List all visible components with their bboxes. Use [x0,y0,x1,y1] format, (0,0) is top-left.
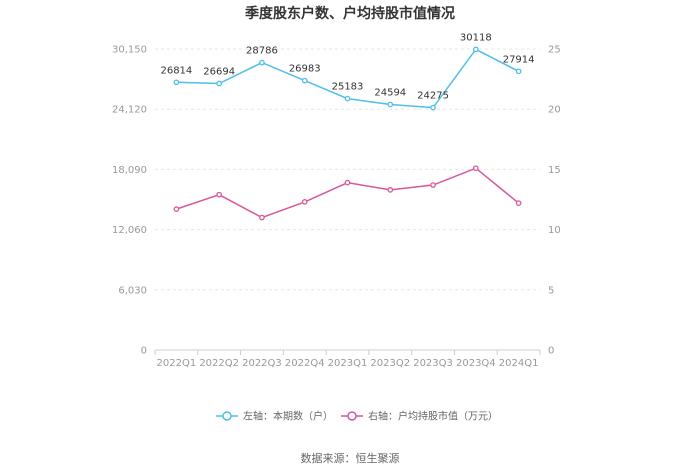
x-tick-label: 2022Q1 [157,358,197,369]
data-point [515,200,522,206]
data-point [344,179,351,186]
grid-layer [155,48,540,351]
left-tick-label: 18,090 [112,165,147,176]
data-label: 25183 [332,82,364,93]
data-point [472,165,479,172]
right-tick-label: 15 [548,165,561,176]
right-tick-label: 5 [548,285,554,296]
left-tick-label: 30,150 [112,45,147,56]
data-label: 26983 [289,64,321,75]
x-tick-label: 2022Q4 [285,358,325,369]
legend-marker-2 [347,411,357,421]
right-tick-label: 20 [548,105,561,116]
data-point [344,95,351,102]
legend-label-1: 左轴：本期数（户） [243,410,333,423]
data-point [259,59,265,66]
series-layer: 26814 26694 28786 26983 25183 24594 24275 30118… [160,32,535,221]
data-point [430,182,436,188]
data-point [216,191,223,198]
legend-marker-1 [222,411,232,421]
x-tick-label: 2023Q3 [413,358,453,369]
series-line-2 [176,167,520,219]
legend: 左轴：本期数（户） 右轴：户均持股市值（万元） [216,410,498,423]
legend-label-2: 右轴：户均持股市值（万元） [368,410,498,423]
right-tick-label: 25 [548,45,561,56]
x-tick-label: 2022Q3 [242,358,282,369]
data-label: 24594 [374,87,406,98]
left-tick-label: 12,060 [112,225,147,236]
data-point [216,80,223,87]
data-source: 数据来源：恒生聚源 [301,451,400,465]
data-point [472,46,479,53]
chart-title: 季度股东户数、户均持股市值情况 [244,5,455,22]
left-tick-label: 0 [141,346,147,357]
data-point [430,104,436,111]
x-tick-label: 2023Q2 [370,358,410,369]
x-tick-label: 2024Q1 [499,358,539,369]
data-point [515,68,522,75]
data-point [387,187,394,193]
data-label: 30118 [460,32,492,43]
right-tick-label: 0 [548,346,554,357]
axis-layer: 0 6,030 12,060 18,090 24,120 30,150 0 5 10 15 20 25… [112,45,561,370]
data-label: 26694 [203,67,235,78]
data-point [259,214,265,221]
right-tick-label: 10 [548,225,561,236]
data-label: 24275 [417,91,449,102]
left-tick-label: 6,030 [118,285,147,296]
x-tick-label: 2023Q4 [456,358,496,369]
data-label: 26814 [160,65,192,76]
data-label: 27914 [503,54,535,65]
data-point [301,77,308,84]
data-label: 28786 [246,46,278,57]
data-point [387,101,394,108]
data-point [301,199,308,205]
x-tick-label: 2023Q1 [328,358,368,369]
x-tick-label: 2022Q2 [199,358,239,369]
data-point [173,206,180,212]
left-tick-label: 24,120 [112,105,147,116]
data-point [173,79,180,86]
